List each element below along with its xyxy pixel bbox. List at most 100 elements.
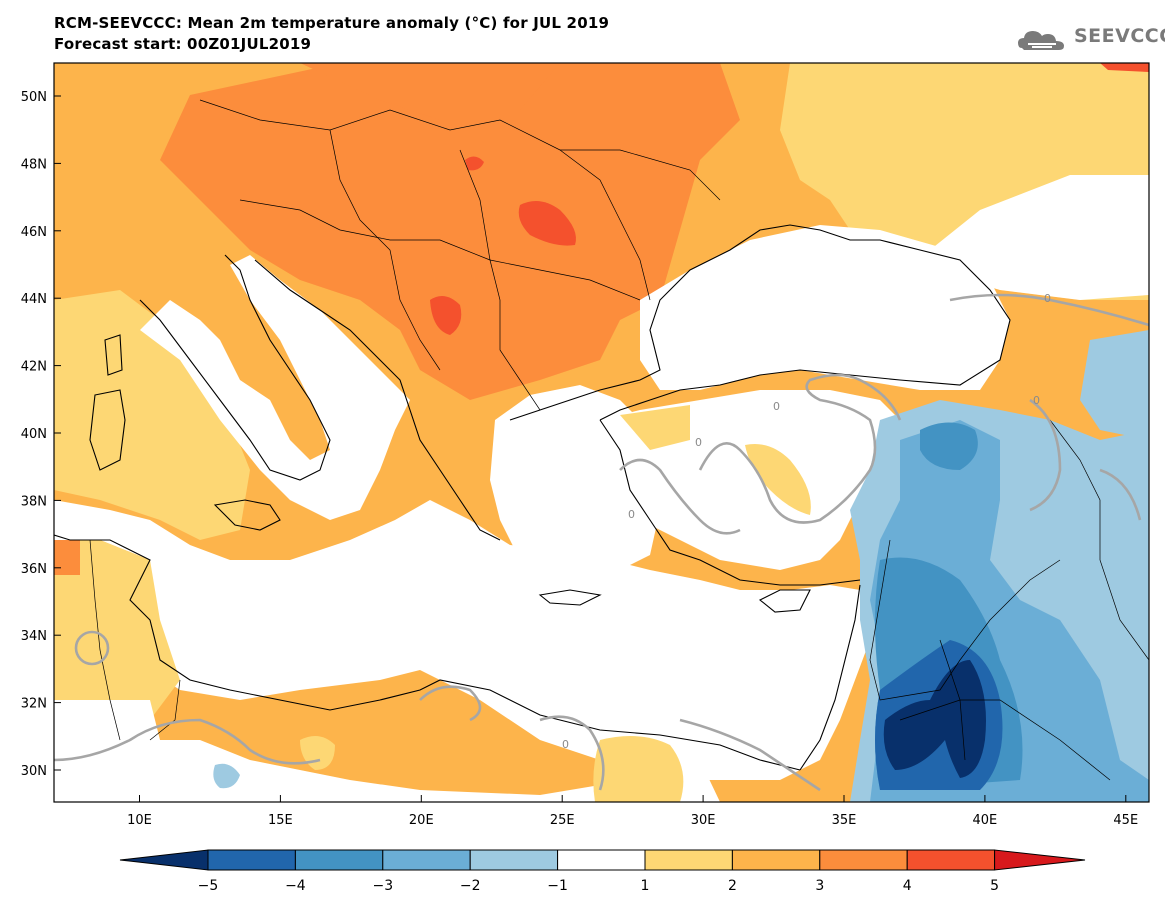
lon-tick-label: 40E (973, 813, 998, 828)
anomaly-region-blue-libya (213, 763, 240, 789)
anomaly-region-red-1 (518, 201, 576, 246)
colorbar-tick-label: 2 (728, 878, 737, 894)
anomaly-region-light-nafrica (54, 540, 180, 740)
anomaly-region-light-anatolia (745, 444, 811, 515)
colorbar-tick-label: 5 (990, 878, 999, 894)
zero-contour (1029, 398, 1062, 512)
border-line (869, 539, 1061, 701)
forecast-start-label: Forecast start: 00Z01JUL2019 (54, 35, 312, 53)
map-title: RCM-SEEVCCC: Mean 2m temperature anomaly… (54, 14, 610, 32)
colorbar-segment (557, 849, 646, 871)
colorbar-arrow-low (119, 849, 209, 871)
border-line (149, 679, 181, 741)
anomaly-region-blue-ne (1080, 330, 1149, 440)
contour-label: 0 (695, 436, 702, 449)
colorbar-tick-label: −5 (198, 878, 219, 894)
anomaly-region-orange-north (300, 63, 560, 120)
border-line (1049, 419, 1149, 661)
map-background-fill (54, 63, 1149, 802)
lon-tick-label: 20E (409, 813, 434, 828)
zero-contour (679, 718, 821, 792)
contour-label: 0 (628, 508, 635, 521)
border-line (939, 639, 966, 761)
lon-tick-label: 15E (268, 813, 293, 828)
italy-coast (139, 254, 331, 481)
sardinia-coast (89, 389, 126, 471)
anomaly-region-red-3 (465, 156, 484, 171)
anomaly-region-blue-3a (920, 422, 978, 470)
lon-tick-label: 25E (550, 813, 575, 828)
anomaly-region-light-libya (300, 736, 335, 770)
border-line (459, 149, 541, 411)
anomaly-region-orange-tunisia (54, 540, 80, 575)
lon-tick-label: 35E (832, 813, 857, 828)
brand-logo-text: SEEVCCC (1074, 25, 1165, 47)
colorbar-tick-label: −4 (285, 878, 306, 894)
levant-coast (799, 584, 861, 771)
lat-tick-label: 36N (21, 562, 47, 577)
anomaly-region-blue-3b (875, 557, 1023, 790)
adriatic-east-coast (254, 259, 501, 541)
sahara-neutral (54, 700, 720, 802)
colorbar-segment (819, 849, 908, 871)
anomaly-region-red-4 (1100, 63, 1149, 72)
border-line (89, 539, 121, 741)
black-sea (640, 225, 1010, 390)
anomaly-region-blue-5 (883, 660, 986, 778)
contour-label: 0 (1044, 292, 1051, 305)
north-africa-coast (54, 534, 801, 771)
contour-label: 0 (773, 400, 780, 413)
zero-contour (419, 685, 482, 722)
zero-contour (1099, 468, 1142, 521)
colorbar-segment (207, 849, 296, 871)
anomaly-region-light-ne (780, 63, 1149, 300)
anatolia-neutral (600, 390, 900, 570)
colorbar-tick-label: 4 (903, 878, 912, 894)
colorbar-segment (469, 849, 559, 871)
border-line (329, 129, 441, 371)
zero-contour (949, 293, 1149, 327)
colorbar-arrow-high (994, 849, 1086, 871)
colorbar-segment (294, 849, 384, 871)
border-line (199, 99, 721, 201)
anomaly-field (54, 63, 1149, 802)
colorbar-segment (382, 849, 471, 871)
lat-tick-label: 44N (21, 292, 47, 307)
zero-contour (619, 458, 741, 535)
lon-tick-label: 30E (691, 813, 716, 828)
lon-tick-label: 10E (127, 813, 152, 828)
country-borders (89, 99, 1149, 781)
colorbar-segment (731, 849, 821, 871)
aegean-sea (490, 385, 660, 580)
zero-contour (698, 373, 902, 524)
adriatic-tyrrhenian-sea (140, 255, 410, 520)
anomaly-region-blue-4 (875, 640, 1003, 790)
colorbar-segment (906, 849, 996, 871)
anomaly-region-light-westturkey (620, 405, 690, 450)
map-frame (53, 62, 1150, 803)
border-line (559, 149, 651, 301)
corsica-coast (104, 334, 123, 376)
lon-tick-label: 45E (1113, 813, 1138, 828)
longitude-axis: 10E 15E 20E 25E 30E 35E 40E 45E (127, 795, 1138, 828)
anomaly-region-blue-2 (870, 420, 1149, 802)
anomaly-region-red-2 (430, 296, 462, 335)
zero-contour (54, 718, 321, 765)
colorbar-tick-label: −1 (547, 878, 568, 894)
crete-coast (538, 589, 602, 606)
black-sea-coast (509, 224, 1011, 421)
anatolia-south-coast (599, 419, 861, 586)
lat-tick-label: 42N (21, 360, 47, 375)
lat-tick-label: 46N (21, 225, 47, 240)
border-line (899, 699, 1111, 781)
sicily-coast (213, 499, 281, 531)
lat-tick-label: 32N (21, 697, 47, 712)
anomaly-region-neutral-e (930, 175, 1149, 300)
colorbar-tick-label: −3 (372, 878, 393, 894)
anomaly-region-orange (160, 63, 740, 400)
lat-tick-label: 30N (21, 764, 47, 779)
coastlines (54, 224, 1011, 771)
cyprus-coast (758, 589, 811, 613)
border-line (239, 199, 641, 301)
